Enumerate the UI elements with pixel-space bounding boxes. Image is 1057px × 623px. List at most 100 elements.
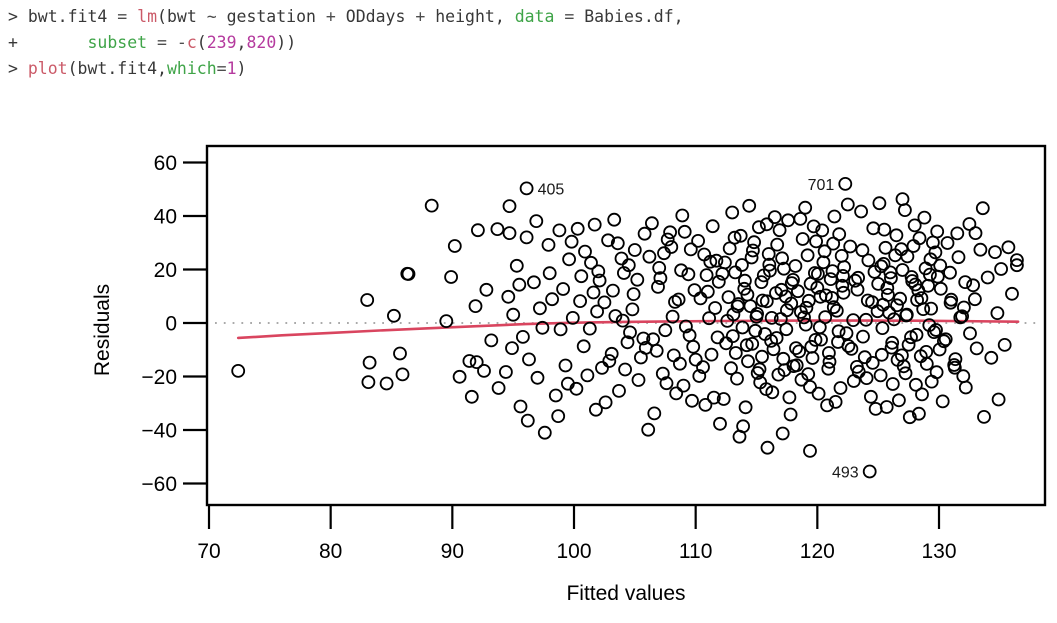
data-point (738, 273, 752, 288)
data-point (782, 390, 797, 405)
data-point (541, 237, 556, 252)
data-point (759, 217, 774, 232)
data-point (401, 267, 416, 281)
data-point (529, 214, 544, 229)
data-point (827, 209, 842, 224)
data-point (788, 259, 803, 273)
data-point (924, 301, 938, 316)
data-point (803, 276, 818, 291)
data-point (570, 221, 585, 236)
x-axis-title: Fitted values (566, 582, 685, 605)
code-token: , (236, 33, 247, 52)
code-token: Babies.df, (574, 7, 684, 26)
x-tick-label: 110 (679, 540, 712, 563)
data-point (586, 285, 601, 300)
code-token: = (564, 7, 575, 26)
data-point (530, 370, 545, 385)
y-tick-label: 60 (154, 152, 177, 175)
code-token: which (166, 59, 217, 78)
data-point (835, 278, 850, 293)
data-point (705, 219, 720, 234)
data-point (825, 264, 840, 279)
code-token: = (216, 59, 227, 78)
data-point (649, 343, 664, 358)
data-point (803, 379, 817, 394)
data-point (977, 409, 991, 424)
data-point (901, 337, 916, 352)
data-point (527, 275, 541, 290)
data-point (795, 232, 810, 246)
code-token: ( (196, 33, 207, 52)
data-point (759, 294, 774, 309)
data-point (865, 355, 880, 370)
data-point (741, 354, 755, 369)
data-point (637, 226, 652, 241)
data-point (793, 211, 808, 226)
data-point (724, 361, 738, 376)
data-point (878, 240, 893, 255)
data-point (740, 287, 755, 302)
data-point (760, 440, 775, 455)
data-point (702, 311, 716, 326)
data-point (484, 333, 499, 348)
data-point (718, 255, 732, 270)
data-point (947, 358, 962, 372)
data-point (736, 419, 750, 434)
data-point (590, 304, 604, 319)
data-point (884, 340, 899, 355)
code-token: c (186, 33, 197, 52)
data-point (704, 347, 719, 362)
data-point (980, 270, 995, 285)
smoother-line (236, 319, 1020, 340)
code-token: 820 (246, 33, 277, 52)
data-point (752, 362, 767, 377)
data-point (836, 285, 851, 300)
data-point (665, 309, 680, 324)
data-point (912, 406, 926, 421)
smoother-curve (236, 319, 1020, 340)
data-point (868, 401, 883, 416)
data-point (584, 255, 598, 270)
data-point (957, 300, 971, 315)
data-point (730, 371, 744, 386)
data-point (574, 269, 589, 284)
data-point (968, 292, 982, 307)
data-point (395, 367, 410, 382)
data-point (691, 233, 705, 248)
data-point (744, 250, 759, 265)
data-point (725, 205, 740, 220)
outlier-label: 405 (538, 181, 565, 198)
data-point (424, 198, 439, 213)
data-point (556, 282, 570, 296)
data-point (909, 377, 923, 392)
code-token: (bwt.fit4, (67, 59, 167, 78)
data-point (893, 291, 907, 306)
data-point (809, 234, 823, 249)
data-point (658, 323, 673, 338)
data-point (843, 239, 858, 254)
data-point (479, 282, 494, 297)
data-point (582, 321, 597, 336)
data-point (859, 371, 874, 386)
data-point (820, 398, 834, 413)
data-point (597, 295, 612, 310)
code-token: + (325, 7, 336, 26)
data-point (888, 248, 903, 263)
data-point (781, 213, 795, 228)
data-point (912, 231, 927, 246)
data-point (591, 264, 606, 279)
data-point (564, 234, 579, 249)
data-point (968, 226, 983, 241)
data-point (908, 277, 923, 292)
data-point (664, 240, 679, 254)
y-tick-label: −20 (141, 366, 177, 389)
data-point (676, 378, 691, 393)
data-point (924, 374, 939, 389)
data-point (889, 228, 904, 243)
data-point (943, 295, 958, 310)
data-point (958, 380, 973, 395)
data-point (551, 409, 566, 424)
outlier-label: 701 (808, 177, 835, 194)
data-point (679, 319, 693, 334)
data-point (747, 235, 761, 250)
